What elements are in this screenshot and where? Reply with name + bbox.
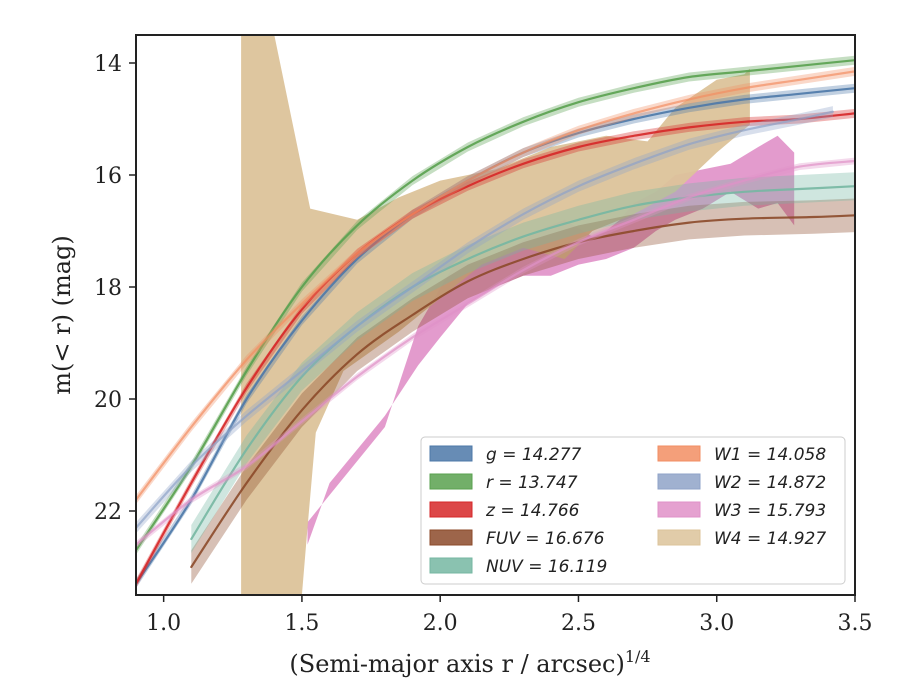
- legend-label: NUV = 16.119: [486, 557, 607, 577]
- legend-swatch: [657, 473, 701, 490]
- legend-label: g = 14.277: [486, 445, 582, 465]
- plot-frame: [135, 34, 856, 596]
- legend-label: W2 = 14.872: [714, 473, 826, 493]
- series-fuv: [190, 198, 855, 584]
- legend-swatch: [429, 557, 473, 574]
- x-axis-label-exponent: 1/4: [625, 647, 651, 666]
- series-r: [136, 55, 855, 555]
- series-w1: [136, 66, 855, 505]
- legend-label: W3 = 15.793: [714, 501, 826, 521]
- series-band-nuv: [191, 172, 855, 553]
- legend-swatch: [429, 445, 473, 462]
- legend-box: [420, 436, 846, 585]
- x-tick-label: 2.5: [561, 611, 596, 636]
- series-w2: [136, 106, 834, 534]
- legend-swatch: [657, 445, 701, 462]
- legend-swatch: [657, 529, 701, 546]
- series-nuv: [190, 172, 855, 553]
- series-line-w1: [136, 70, 855, 501]
- series-line-z: [136, 112, 855, 585]
- y-tick-label: 18: [94, 276, 122, 301]
- legend-swatch: [429, 529, 473, 546]
- x-axis-label-text: (Semi-major axis r / arcsec): [289, 650, 624, 678]
- legend-label: W1 = 14.058: [714, 445, 826, 465]
- x-tick-label: 3.0: [699, 611, 734, 636]
- uncertainty-bands: [241, 35, 795, 595]
- y-axis-label: m(< r) (mag): [48, 235, 76, 394]
- legend-label: r = 13.747: [486, 473, 578, 493]
- series-line-w3: [136, 159, 855, 546]
- legend-swatch: [429, 501, 473, 518]
- legend-label: FUV = 16.676: [486, 529, 605, 549]
- x-axis: 1.0 1.5 2.0 2.5 3.0 3.5: [146, 595, 873, 636]
- x-axis-label: (Semi-major axis r / arcsec)1/4: [289, 647, 650, 678]
- series-line-r: [136, 59, 855, 552]
- series-z: [136, 108, 855, 589]
- series-line-w2: [136, 110, 834, 529]
- band-w4: [241, 35, 750, 595]
- y-tick-label: 16: [94, 164, 122, 189]
- series-w3: [136, 157, 855, 548]
- legend-label: W4 = 14.927: [714, 529, 826, 549]
- y-tick-label: 20: [94, 388, 122, 413]
- series-line-fuv: [190, 214, 855, 569]
- series-line-nuv: [190, 185, 855, 541]
- y-tick-label: 14: [94, 52, 122, 77]
- x-tick-label: 1.0: [146, 611, 181, 636]
- y-axis: 14 16 18 20 22: [94, 52, 136, 525]
- x-tick-label: 1.5: [284, 611, 319, 636]
- series-curves: [136, 55, 855, 589]
- legend-swatch: [429, 473, 473, 490]
- y-tick-label: 22: [94, 500, 122, 525]
- legend-label: z = 14.766: [485, 501, 580, 521]
- x-tick-label: 3.5: [838, 611, 873, 636]
- legend: g = 14.277 r = 13.747 z = 14.766 FUV = 16.6…: [420, 436, 846, 585]
- x-tick-label: 2.0: [423, 611, 458, 636]
- series-band-fuv: [191, 198, 855, 584]
- legend-swatch: [657, 501, 701, 518]
- band-w3: [307, 135, 795, 545]
